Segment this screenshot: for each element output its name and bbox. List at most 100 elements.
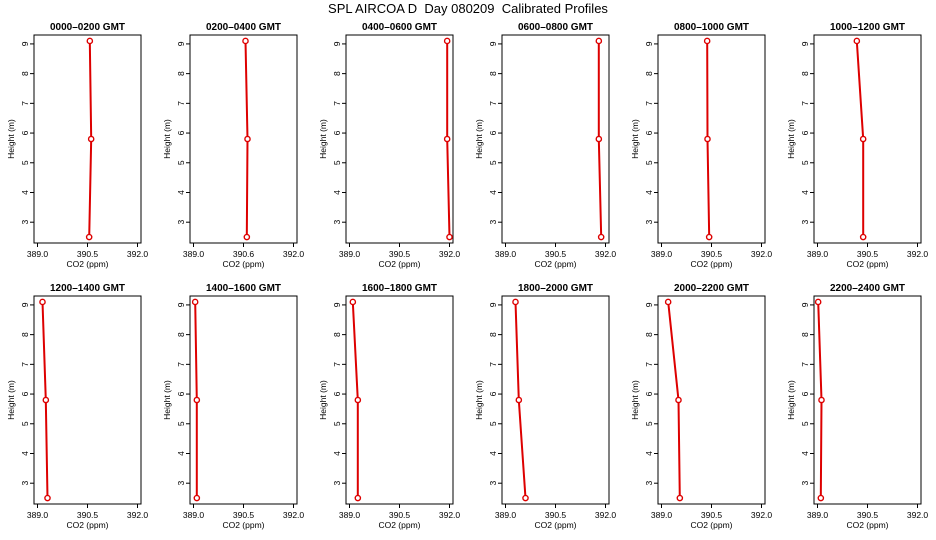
- panel-8-xtick-label: 390.5: [389, 510, 411, 520]
- panel-9-ylabel: Height (m): [474, 380, 484, 420]
- panel-10-ytick-label: 8: [644, 332, 654, 337]
- panel-9-ytick-label: 9: [488, 302, 498, 307]
- panel-0-xtick-label: 392.0: [127, 249, 149, 259]
- panel-10-ytick-label: 3: [644, 481, 654, 486]
- panel-11-ytick-label: 4: [800, 451, 810, 456]
- panel-6-title: 1200–1400 GMT: [50, 283, 125, 294]
- panel-11-ylabel: Height (m): [786, 380, 796, 420]
- panel-10-frame: [657, 295, 766, 505]
- panel-9-xlabel: CO2 (ppm): [534, 520, 576, 530]
- panel-7-xtick-label: 389.0: [183, 510, 205, 520]
- panel-5-ytick-label: 6: [800, 130, 810, 135]
- panel-5-ylabel: Height (m): [786, 119, 796, 159]
- panel-4-point: [703, 37, 711, 45]
- panel-8-ytick-label: 8: [332, 332, 342, 337]
- panel-1-xtick-label: 392.0: [283, 249, 305, 259]
- panel-10-xlabel: CO2 (ppm): [690, 520, 732, 530]
- panel-4: 0800–1000 GMT 3 4 5 6 7 8 9 Height (m) 389.0 390.5…: [630, 22, 772, 269]
- panel-4-ytick-label: 7: [644, 101, 654, 106]
- panel-4-xlabel: CO2 (ppm): [690, 259, 732, 269]
- panel-1-ytick-label: 9: [176, 41, 186, 46]
- panel-1-frame: [189, 34, 298, 244]
- panel-10-ytick-label: 7: [644, 362, 654, 367]
- panel-8-xtick-label: 392.0: [439, 510, 461, 520]
- panel-2-xtick-label: 389.0: [339, 249, 361, 259]
- panel-3-title: 0600–0800 GMT: [518, 22, 593, 33]
- panel-11-xtick-label: 389.0: [807, 510, 829, 520]
- panel-1-ylabel: Height (m): [162, 119, 172, 159]
- panel-0-frame: [33, 34, 142, 244]
- panel-0-xlabel: CO2 (ppm): [66, 259, 108, 269]
- panel-7-ylabel: Height (m): [162, 380, 172, 420]
- panel-0-ytick-label: 7: [20, 101, 30, 106]
- panel-3-ytick-label: 4: [488, 190, 498, 195]
- panel-5-point: [853, 37, 861, 45]
- panel-0-ytick-label: 6: [20, 130, 30, 135]
- panel-2-ytick-label: 7: [332, 101, 342, 106]
- panel-10-ytick-label: 9: [644, 302, 654, 307]
- panel-10-ytick-label: 6: [644, 391, 654, 396]
- panel-7-ytick-label: 6: [176, 391, 186, 396]
- panel-2-point: [446, 233, 453, 241]
- panel-0-title: 0000–0200 GMT: [50, 22, 125, 33]
- panel-9-xtick-label: 392.0: [595, 510, 617, 520]
- panel-1-ytick-label: 7: [176, 101, 186, 106]
- page-title: SPL AIRCOA D Day 080209 Calibrated Profi…: [328, 1, 608, 16]
- panel-3-xtick-label: 392.0: [595, 249, 617, 259]
- panel-1: 0200–0400 GMT 3 4 5 6 7 8 9 Height (m) 389.0 390.6…: [162, 22, 304, 269]
- panel-2-ytick-label: 6: [332, 130, 342, 135]
- panel-6-ytick-label: 8: [20, 332, 30, 337]
- panel-9-point: [512, 298, 519, 306]
- panel-9-ytick-label: 6: [488, 391, 498, 396]
- panel-2-xtick-label: 392.0: [439, 249, 461, 259]
- panel-6-ytick-label: 9: [20, 302, 30, 307]
- panel-11-ytick-label: 6: [800, 391, 810, 396]
- panel-0-point: [87, 135, 95, 143]
- panel-11-frame: [813, 295, 922, 505]
- panel-8-ytick-label: 4: [332, 451, 342, 456]
- panel-4-frame: [657, 34, 766, 244]
- panel-9-xtick-label: 389.0: [495, 510, 517, 520]
- panel-6-ylabel: Height (m): [6, 380, 16, 420]
- panel-11-point: [817, 494, 825, 502]
- panel-8-ytick-label: 5: [332, 421, 342, 426]
- panel-2-ytick-label: 9: [332, 41, 342, 46]
- panel-8-ytick-label: 7: [332, 362, 342, 367]
- panel-0-xtick-label: 390.5: [77, 249, 99, 259]
- panel-3-ytick-label: 6: [488, 130, 498, 135]
- panel-5-point: [859, 135, 867, 143]
- panel-8: 1600–1800 GMT 3 4 5 6 7 8 9 Height (m) 389.0 390.5…: [318, 283, 460, 530]
- panel-9-title: 1800–2000 GMT: [518, 283, 593, 294]
- panel-3-xlabel: CO2 (ppm): [534, 259, 576, 269]
- panel-7-ytick-label: 3: [176, 481, 186, 486]
- panel-5-xtick-label: 389.0: [807, 249, 829, 259]
- panel-8-ytick-label: 3: [332, 481, 342, 486]
- panel-5-ytick-label: 4: [800, 190, 810, 195]
- panel-9: 1800–2000 GMT 3 4 5 6 7 8 9 Height (m) 389.0 390.5…: [474, 283, 616, 530]
- panel-1-xtick-label: 390.6: [233, 249, 255, 259]
- panel-6-xtick-label: 392.0: [127, 510, 149, 520]
- panel-10-ytick-label: 4: [644, 451, 654, 456]
- panel-3-ytick-label: 3: [488, 220, 498, 225]
- panel-9-ytick-label: 5: [488, 421, 498, 426]
- panel-0: 0000–0200 GMT 3 4 5 6 7 8 9 Height (m) 389.0 390.5…: [6, 22, 148, 269]
- panel-7-ytick-label: 5: [176, 421, 186, 426]
- panel-4-point: [705, 233, 713, 241]
- panel-1-point: [243, 233, 251, 241]
- panel-7: 1400–1600 GMT 3 4 5 6 7 8 9 Height (m) 389.0 390.5…: [162, 283, 304, 530]
- panel-10-point: [664, 298, 672, 306]
- panel-11: 2200–2400 GMT 3 4 5 6 7 8 9 Height (m) 389.0 390.5…: [786, 283, 928, 530]
- panel-2-ytick-label: 5: [332, 160, 342, 165]
- panel-10-xtick-label: 392.0: [751, 510, 773, 520]
- panel-4-ytick-label: 6: [644, 130, 654, 135]
- panel-0-point: [86, 37, 94, 45]
- panel-5-ytick-label: 7: [800, 101, 810, 106]
- panel-1-xlabel: CO2 (ppm): [222, 259, 264, 269]
- panel-6-frame: [33, 295, 142, 505]
- panel-3-xtick-label: 390.5: [545, 249, 567, 259]
- panel-11-ytick-label: 7: [800, 362, 810, 367]
- panel-2-point: [443, 37, 451, 45]
- panel-5-xlabel: CO2 (ppm): [846, 259, 888, 269]
- panel-8-point: [354, 396, 362, 404]
- panel-5-title: 1000–1200 GMT: [830, 22, 905, 33]
